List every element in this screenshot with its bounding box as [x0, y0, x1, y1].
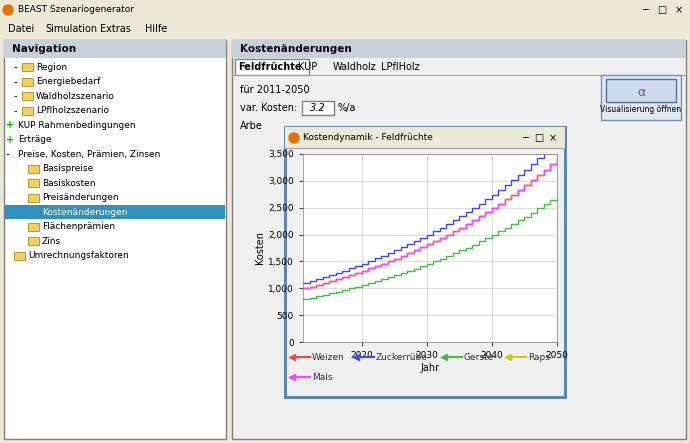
Bar: [302, 101, 334, 115]
Text: Raps: Raps: [528, 353, 550, 361]
Text: Hilfe: Hilfe: [145, 23, 167, 34]
Text: -: -: [6, 149, 10, 159]
Text: LPflholzszenario: LPflholzszenario: [36, 106, 109, 115]
Bar: [28, 179, 39, 187]
Text: Kostendynamik - Feldfrüchte: Kostendynamik - Feldfrüchte: [303, 133, 433, 143]
Bar: [4, 40, 226, 58]
Text: Simulation: Simulation: [45, 23, 97, 34]
Bar: [285, 148, 565, 149]
Text: +: +: [6, 135, 14, 145]
Text: KUP: KUP: [298, 62, 317, 72]
Text: 3.2: 3.2: [310, 103, 326, 113]
Text: ─: ─: [642, 5, 648, 15]
Bar: [285, 127, 565, 397]
Text: Extras: Extras: [100, 23, 131, 34]
Circle shape: [3, 5, 13, 15]
Text: Waldholz: Waldholz: [333, 62, 377, 72]
Text: Arbe: Arbe: [240, 121, 263, 131]
Bar: [28, 223, 39, 231]
Bar: [28, 194, 39, 202]
Text: -: -: [14, 106, 17, 116]
Text: var. Kosten:: var. Kosten:: [240, 103, 297, 113]
Bar: [22, 78, 33, 86]
Text: Zuckerrübe: Zuckerrübe: [376, 353, 428, 361]
Bar: [5, 205, 225, 218]
Bar: [235, 59, 309, 75]
Bar: [232, 75, 686, 76]
Text: +: +: [6, 120, 14, 130]
Bar: [606, 79, 676, 102]
Bar: [232, 40, 686, 439]
Text: LPflHolz: LPflHolz: [381, 62, 420, 72]
Bar: [14, 252, 25, 260]
Y-axis label: Kosten: Kosten: [255, 232, 266, 264]
Text: Energiebedarf: Energiebedarf: [36, 77, 100, 86]
Text: Weizen: Weizen: [312, 353, 345, 361]
Bar: [601, 75, 681, 120]
Bar: [285, 127, 565, 149]
Text: -: -: [14, 91, 17, 101]
Text: Umrechnungsfaktoren: Umrechnungsfaktoren: [28, 251, 129, 260]
X-axis label: Jahr: Jahr: [420, 363, 440, 373]
Bar: [4, 40, 226, 439]
Text: Waldholzszenario: Waldholzszenario: [36, 92, 115, 101]
Text: Basispreise: Basispreise: [42, 164, 93, 173]
Text: Basiskosten: Basiskosten: [42, 179, 95, 188]
Text: Erträge: Erträge: [18, 135, 52, 144]
Text: Region: Region: [36, 63, 67, 72]
Text: □: □: [534, 133, 544, 143]
Text: BEAST Szenariogenerator: BEAST Szenariogenerator: [18, 5, 134, 15]
Circle shape: [289, 133, 299, 143]
Text: -: -: [14, 77, 17, 87]
Text: Preisänderungen: Preisänderungen: [42, 193, 119, 202]
Text: α: α: [637, 85, 645, 98]
Text: -: -: [14, 62, 17, 72]
Text: %/a: %/a: [338, 103, 356, 113]
Text: Kostenänderungen: Kostenänderungen: [240, 44, 352, 54]
Bar: [22, 92, 33, 100]
Text: Kostenänderungen: Kostenänderungen: [42, 208, 128, 217]
Bar: [28, 165, 39, 173]
Text: Gerste: Gerste: [464, 353, 494, 361]
Bar: [232, 40, 686, 58]
Text: ×: ×: [675, 5, 683, 15]
Text: KUP Rahmenbedingungen: KUP Rahmenbedingungen: [18, 121, 136, 130]
Text: □: □: [658, 5, 667, 15]
Text: Feldfrüchte: Feldfrüchte: [238, 62, 302, 72]
Text: Preise, Kosten, Prämien, Zinsen: Preise, Kosten, Prämien, Zinsen: [18, 150, 160, 159]
Bar: [22, 63, 33, 71]
Text: Visualisierung öffnen: Visualisierung öffnen: [600, 105, 682, 114]
Text: ─: ─: [522, 133, 528, 143]
Bar: [22, 107, 33, 115]
Bar: [28, 237, 39, 245]
Text: ×: ×: [549, 133, 557, 143]
Text: Zins: Zins: [42, 237, 61, 246]
Text: für 2011-2050: für 2011-2050: [240, 85, 310, 95]
Text: Datei: Datei: [8, 23, 34, 34]
Text: Flächenprämien: Flächenprämien: [42, 222, 115, 231]
Text: Mais: Mais: [312, 373, 333, 381]
Text: Navigation: Navigation: [12, 44, 76, 54]
